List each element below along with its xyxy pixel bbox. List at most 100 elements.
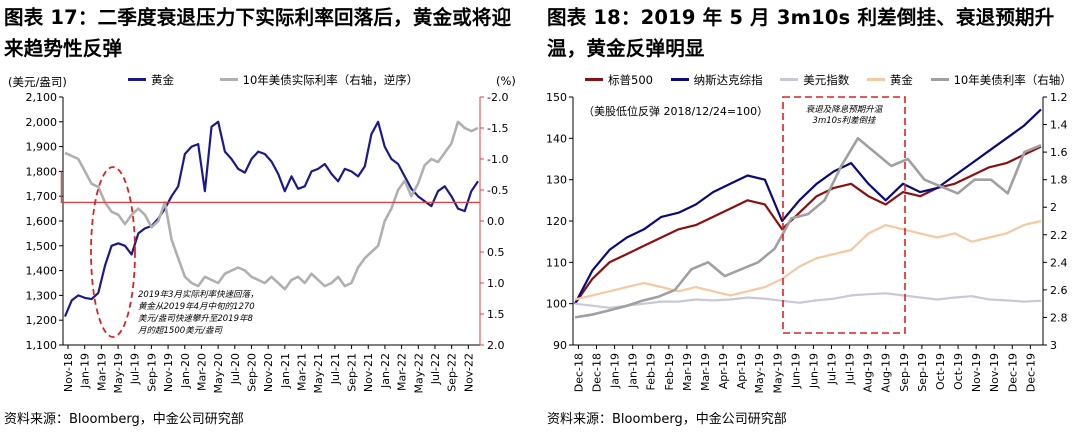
left-x-tick-label: Jan-20 xyxy=(179,353,192,389)
right-y-tick-label: 110 xyxy=(546,256,567,269)
legend-swatch-gold xyxy=(128,78,146,81)
right-series-line-0 xyxy=(574,145,1042,305)
right-box-annotation-line: 衰退及降息预期升温 xyxy=(806,104,884,115)
left-x-tick-label: Sep-22 xyxy=(446,353,459,392)
left-x-tick-label: Jul-22 xyxy=(429,353,442,385)
legend-item-real-rate: 10年美债实际利率（右轴，逆序） xyxy=(219,72,419,88)
left-annotation-line: 2019年3月实际利率快速回落， xyxy=(138,289,259,300)
right-note: （美股低位反弹 2018/12/24=100） xyxy=(583,104,768,118)
right-y-tick-label: 120 xyxy=(546,215,567,228)
left-x-tick-label: Sep-19 xyxy=(145,353,158,392)
right-x-tick-label: Dec-19 xyxy=(1024,353,1037,392)
left-y-tick-label: 2,100 xyxy=(26,91,58,104)
right-series-line-4 xyxy=(574,137,1042,319)
left-y2-tick-label: -1.0 xyxy=(487,153,508,166)
left-y2-tick-label: -1.5 xyxy=(487,122,508,135)
right-x-tick-label: Dec-19 xyxy=(1006,353,1019,392)
left-x-tick-label: Sep-20 xyxy=(245,353,258,392)
right-y-tick-label: 90 xyxy=(553,339,567,352)
right-y2-tick-label: 2.2 xyxy=(1050,229,1068,242)
right-x-tick-label: Nov-19 xyxy=(970,353,983,392)
right-y2-tick-label: 1.6 xyxy=(1050,146,1068,159)
right-x-tick-label: Mar-19 xyxy=(699,353,712,391)
left-y2-tick-label: 1.5 xyxy=(487,308,505,321)
legend-swatch-sp500 xyxy=(585,78,603,81)
right-x-tick-label: Sep-19 xyxy=(898,353,911,392)
right-overlay-group: （美股低位反弹 2018/12/24=100） 衰退及降息预期升温3m10s利差倒… xyxy=(583,96,906,334)
legend-item-ust10: 10年美债利率（右轴） xyxy=(930,72,1072,88)
legend-item-sp500: 标普500 xyxy=(585,72,653,88)
left-x-tick-label: Jul-19 xyxy=(129,353,142,385)
right-x-tick-label: Jul-19 xyxy=(844,353,857,385)
left-legend: 黄金 10年美债实际利率（右轴，逆序） xyxy=(128,70,432,88)
left-reference-line xyxy=(60,171,480,203)
right-y2-tick-label: 2.8 xyxy=(1050,311,1068,324)
left-x-tick-label: Jul-21 xyxy=(329,353,342,385)
legend-swatch-gold2 xyxy=(866,78,885,81)
right-x-tick-label: Jul-19 xyxy=(826,353,839,385)
left-y-tick-label: 1,100 xyxy=(26,339,58,352)
right-x-tick-label: Jun-19 xyxy=(807,353,820,389)
right-x-tick-label: Jan-19 xyxy=(627,353,640,389)
left-chart-title: 图表 17：二季度衰退压力下实际利率回落后，黄金或将迎来趋势性反弹 xyxy=(4,6,512,60)
left-x-tick-label: May-21 xyxy=(312,353,325,394)
right-x-tick-label: Aug-19 xyxy=(880,353,893,392)
left-source: 资料来源：Bloomberg，中金公司研究部 xyxy=(4,412,244,427)
left-x-tick-label: Mar-20 xyxy=(195,353,208,391)
left-y2-tick-label: -0.5 xyxy=(487,184,508,197)
left-chart-svg: 1,100 1,200 1,300 1,400 1,500 1,600 1,700 1,800… xyxy=(26,91,509,394)
legend-label-nasdaq: 纳斯达克综指 xyxy=(693,72,763,87)
right-series-line-2 xyxy=(574,292,1042,309)
left-y-tick-label: 1,800 xyxy=(26,165,58,178)
right-y2-tick-label: 3 xyxy=(1050,339,1057,352)
left-x-tick-label: Nov-22 xyxy=(462,353,475,392)
left-x-tick-label: Mar-19 xyxy=(95,353,108,391)
left-x-tick-label: Jul-20 xyxy=(229,353,242,385)
legend-item-dxy: 美元指数 xyxy=(780,72,849,88)
right-y2-tick-label: 2.6 xyxy=(1050,284,1068,297)
left-x-tick-label: Mar-21 xyxy=(296,353,309,391)
left-y2-tick-label: 1.0 xyxy=(487,277,505,290)
left-series-line-0 xyxy=(63,120,479,317)
legend-swatch-nasdaq xyxy=(670,78,689,81)
right-y-tick-label: 100 xyxy=(546,298,567,311)
left-series-line-1 xyxy=(64,120,479,291)
right-y-tick-label: 130 xyxy=(546,174,567,187)
right-y-tick-label: 140 xyxy=(546,132,567,145)
left-y-tick-label: 2,000 xyxy=(26,116,58,129)
legend-label-real-rate: 10年美债实际利率（右轴，逆序） xyxy=(242,72,419,87)
right-x-tick-label: Sep-19 xyxy=(916,353,929,392)
right-x-tick-label: Oct-19 xyxy=(952,353,965,390)
right-x-tick-label: May-19 xyxy=(753,353,766,394)
left-y2-tick-label: 2.0 xyxy=(487,339,505,352)
right-x-tick-label: Mar-19 xyxy=(681,353,694,391)
right-chart-title: 图表 18：2019 年 5 月 3m10s 利差倒挂、衰退预期升温，黄金反弹明… xyxy=(547,6,1055,60)
left-axes: 1,100 1,200 1,300 1,400 1,500 1,600 1,700 1,800… xyxy=(26,91,509,394)
right-series-line-3 xyxy=(574,219,1042,301)
left-y2-unit: (%) xyxy=(496,74,516,88)
left-y-tick-label: 1,900 xyxy=(26,141,58,154)
legend-label-sp500: 标普500 xyxy=(608,72,653,87)
left-x-tick-label: May-22 xyxy=(412,353,425,394)
left-x-tick-label: Sep-21 xyxy=(346,353,359,392)
left-x-tick-label: Nov-19 xyxy=(162,353,175,392)
legend-swatch-real-rate xyxy=(219,78,238,81)
left-y-tick-label: 1,300 xyxy=(26,289,58,302)
left-x-tick-label: Mar-22 xyxy=(396,353,409,391)
left-x-tick-label: May-20 xyxy=(212,353,225,394)
left-series-group xyxy=(63,120,479,317)
right-legend: 标普500 纳斯达克综指 美元指数 黄金 10年美债利率（右轴） xyxy=(585,70,1080,88)
left-y-tick-label: 1,200 xyxy=(26,314,58,327)
legend-label-dxy: 美元指数 xyxy=(803,72,850,87)
legend-label-gold2: 黄金 xyxy=(889,72,913,87)
left-y-tick-label: 1,600 xyxy=(26,215,58,228)
left-y-unit: (美元/盎司) xyxy=(8,75,67,89)
left-x-tick-label: Jan-21 xyxy=(279,353,292,389)
left-annotation-line: 月的超1500美元/盎司 xyxy=(138,325,223,336)
right-x-tick-label: Feb-19 xyxy=(645,353,658,390)
left-x-tick-label: Jan-19 xyxy=(79,353,92,389)
right-axes: 90 100 110 120 130 140 150 1.2 1.4 1.6 1.8 2 2.2 2.4 2… xyxy=(546,91,1068,394)
left-annotation-line: 美元/盎司快速攀升至2019年8 xyxy=(138,313,253,324)
left-y-tick-label: 1,700 xyxy=(26,190,58,203)
left-y-tick-label: 1,400 xyxy=(26,265,58,278)
